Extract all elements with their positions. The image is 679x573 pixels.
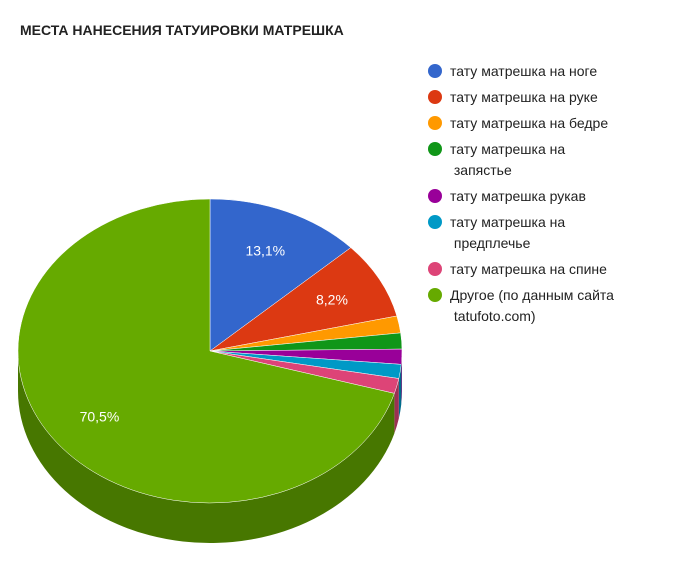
- legend-label: тату матрешка на бедре: [450, 115, 608, 131]
- legend-label: тату матрешка на ноге: [450, 63, 597, 79]
- legend-swatch: [428, 90, 442, 104]
- legend-label: тату матрешка на руке: [450, 89, 598, 105]
- legend-swatch: [428, 189, 442, 203]
- legend-label: тату матрешка на запястье: [450, 141, 565, 178]
- pie-slice: [209, 198, 352, 352]
- slice-side: [398, 364, 402, 419]
- legend-label: тату матрешка на спине: [450, 261, 607, 277]
- data-label: 70,5%: [80, 409, 120, 425]
- legend-swatch: [428, 116, 442, 130]
- legend-swatch: [428, 215, 442, 229]
- pie-slice: [17, 198, 395, 504]
- slice-side: [18, 351, 395, 544]
- slice-side: [394, 378, 399, 434]
- legend-label: тату матрешка на предплечье: [450, 214, 565, 251]
- legend-swatch: [428, 262, 442, 276]
- data-label: 13,1%: [245, 243, 285, 259]
- legend-label: тату матрешка рукав: [450, 188, 586, 204]
- legend-label: Другое (по данным сайта tatufoto.com): [450, 287, 614, 324]
- data-label: 8,2%: [316, 291, 348, 307]
- pie-slice: [209, 247, 398, 352]
- legend-swatch: [428, 142, 442, 156]
- legend-swatch: [428, 64, 442, 78]
- legend-swatch: [428, 288, 442, 302]
- chart-title: МЕСТА НАНЕСЕНИЯ ТАТУИРОВКИ МАТРЕШКА: [20, 22, 344, 38]
- pie-sides: [18, 351, 402, 544]
